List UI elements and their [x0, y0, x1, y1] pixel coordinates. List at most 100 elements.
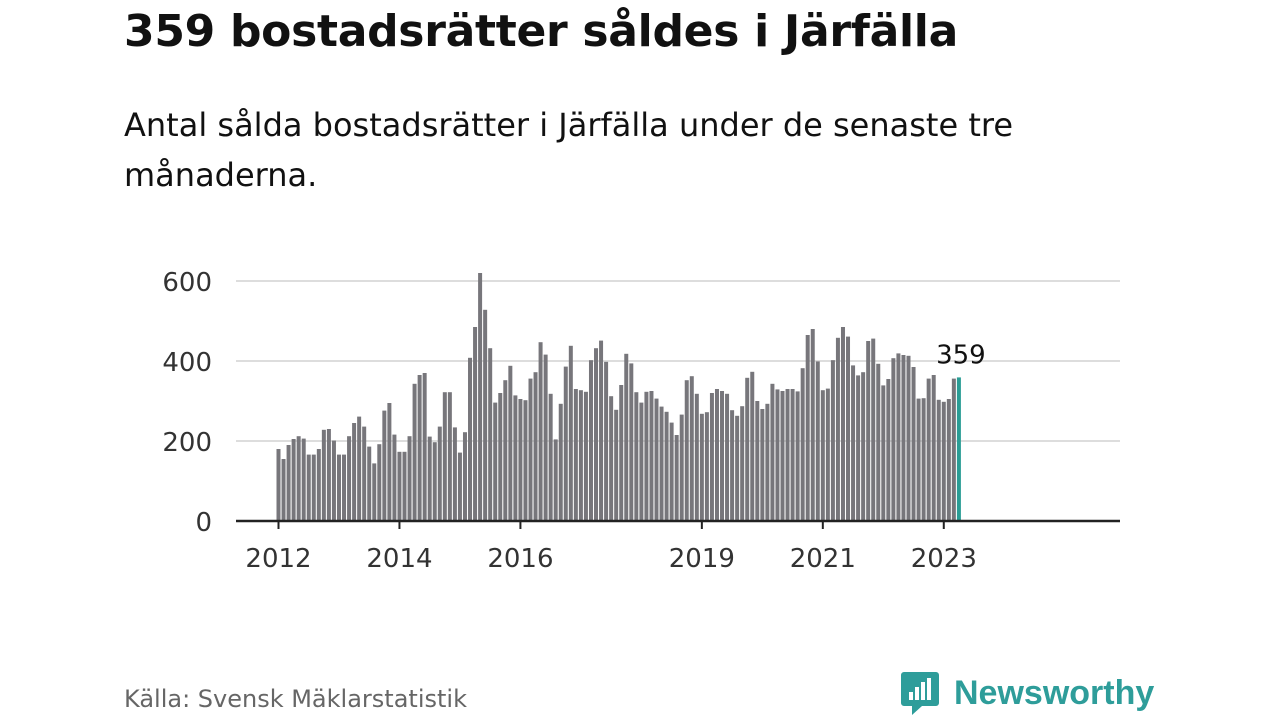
bar: [770, 383, 775, 521]
y-tick-label: 600: [162, 268, 212, 298]
bar: [795, 391, 800, 521]
bar: [694, 393, 699, 521]
bar: [437, 426, 442, 521]
bar: [760, 409, 765, 521]
bar: [624, 353, 629, 521]
bar: [745, 377, 750, 521]
bar: [498, 393, 503, 521]
bar: [664, 411, 669, 521]
bar: [740, 406, 745, 521]
bar: [840, 327, 845, 521]
bar: [452, 427, 457, 521]
bar: [301, 438, 306, 521]
bar: [714, 389, 719, 521]
bar: [901, 355, 906, 521]
bar: [276, 449, 281, 521]
bar: [775, 389, 780, 521]
bar: [835, 337, 840, 521]
bar: [699, 413, 704, 521]
bar: [488, 348, 493, 521]
x-tick-label: 2019: [669, 544, 735, 574]
bar: [735, 415, 740, 521]
bar: [583, 391, 588, 521]
bar: [447, 392, 452, 521]
bar: [876, 363, 881, 521]
bar: [513, 395, 518, 521]
bar: [402, 451, 407, 521]
x-tick-label: 2023: [911, 544, 977, 574]
bar: [820, 390, 825, 521]
bar: [639, 402, 644, 521]
bar: [679, 414, 684, 521]
bar: [654, 398, 659, 521]
bar: [417, 375, 422, 521]
bar: [846, 336, 851, 521]
bar: [493, 402, 498, 521]
bar: [281, 459, 286, 521]
bar: [336, 454, 341, 521]
bar: [563, 366, 568, 521]
bar: [573, 389, 578, 521]
x-tick-label: 2012: [245, 544, 311, 574]
bar: [306, 454, 311, 521]
bar: [427, 436, 432, 521]
bar: [382, 410, 387, 521]
bar: [906, 355, 911, 521]
bar: [785, 389, 790, 521]
bar: [926, 378, 931, 521]
bar: [538, 342, 543, 521]
bar: [704, 412, 709, 521]
bar: [916, 398, 921, 521]
bar: [578, 390, 583, 521]
bar: [604, 361, 609, 521]
bar: [790, 389, 795, 521]
bar: [347, 436, 352, 521]
bar: [709, 393, 714, 521]
bar: [528, 378, 533, 521]
bar: [951, 378, 956, 521]
bar: [599, 340, 604, 521]
bar: [457, 452, 462, 521]
bar: [619, 385, 624, 521]
bar: [720, 391, 725, 521]
newsworthy-logo[interactable]: Newsworthy: [900, 670, 1154, 716]
bar: [291, 439, 296, 521]
bar: [634, 392, 639, 521]
bar: [946, 399, 951, 521]
bar: [609, 396, 614, 521]
bar: [684, 380, 689, 521]
bar: [286, 445, 291, 521]
bar: [342, 454, 347, 521]
y-tick-label: 400: [162, 348, 212, 378]
source-note: Källa: Svensk Mäklarstatistik: [124, 685, 467, 713]
bar: [755, 401, 760, 521]
bar: [861, 372, 866, 521]
bar: [392, 434, 397, 521]
bar: [629, 363, 634, 521]
bar: [936, 399, 941, 521]
highlight-value-label: 359: [936, 340, 986, 370]
bars: [276, 273, 961, 521]
bar: [866, 341, 871, 521]
bar: [553, 439, 558, 521]
bar: [825, 388, 830, 521]
bar: [674, 435, 679, 521]
bar: [805, 335, 810, 521]
bar: [659, 406, 664, 521]
bar: [397, 451, 402, 521]
bar: [548, 393, 553, 521]
bar: [830, 360, 835, 521]
bar: [362, 426, 367, 521]
bar: [321, 429, 326, 521]
x-tick-label: 2014: [366, 544, 432, 574]
bar: [689, 376, 694, 521]
bar: [911, 367, 916, 521]
bar: [891, 358, 896, 521]
bar: [442, 392, 447, 521]
bar: [931, 375, 936, 521]
bar: [815, 361, 820, 521]
bar: [669, 422, 674, 521]
bar: [377, 444, 382, 521]
x-tick-label: 2021: [790, 544, 856, 574]
